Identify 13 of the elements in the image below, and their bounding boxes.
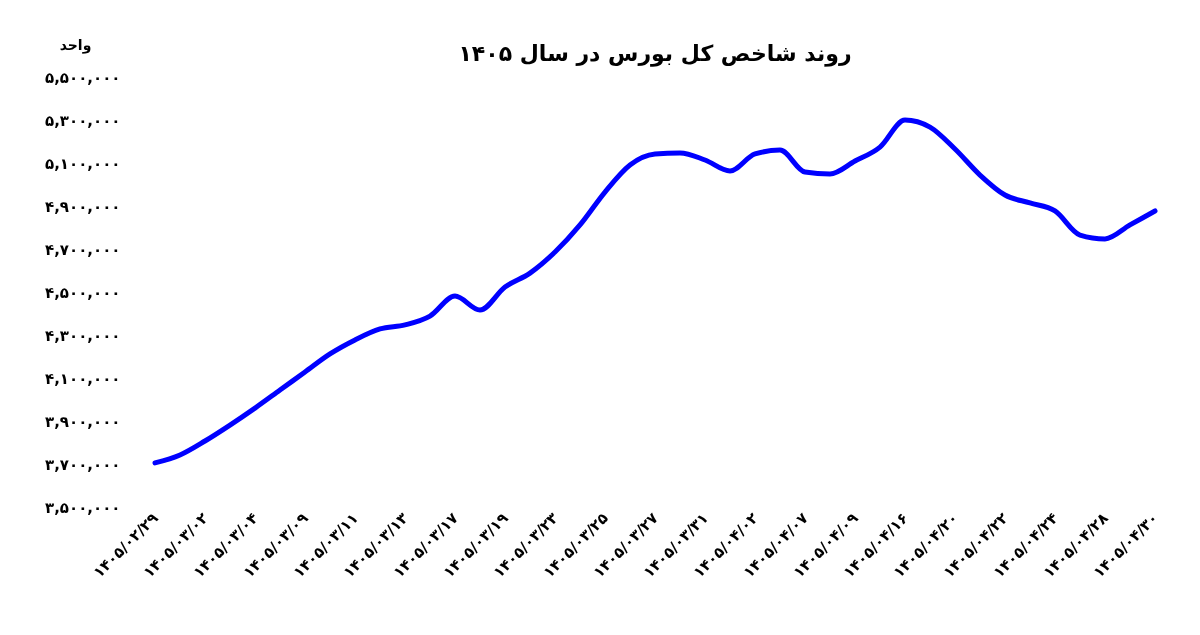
y-tick-label: ۴,۷۰۰,۰۰۰ <box>45 240 121 259</box>
y-tick-label: ۴,۹۰۰,۰۰۰ <box>45 197 121 216</box>
chart-title: روند شاخص کل بورس در سال ۱۴۰۵ <box>458 41 852 67</box>
y-tick-label: ۵,۱۰۰,۰۰۰ <box>45 154 121 173</box>
y-tick-label: ۳,۹۰۰,۰۰۰ <box>45 412 121 431</box>
y-tick-label: ۳,۷۰۰,۰۰۰ <box>45 455 121 474</box>
y-axis-title: واحد <box>59 36 92 54</box>
y-tick-label: ۴,۵۰۰,۰۰۰ <box>45 283 121 302</box>
y-tick-label: ۵,۳۰۰,۰۰۰ <box>45 111 121 130</box>
y-tick-label: ۳,۵۰۰,۰۰۰ <box>45 498 121 517</box>
y-tick-label: ۵,۵۰۰,۰۰۰ <box>45 68 121 87</box>
y-tick-label: ۴,۳۰۰,۰۰۰ <box>45 326 121 345</box>
y-tick-label: ۴,۱۰۰,۰۰۰ <box>45 369 121 388</box>
